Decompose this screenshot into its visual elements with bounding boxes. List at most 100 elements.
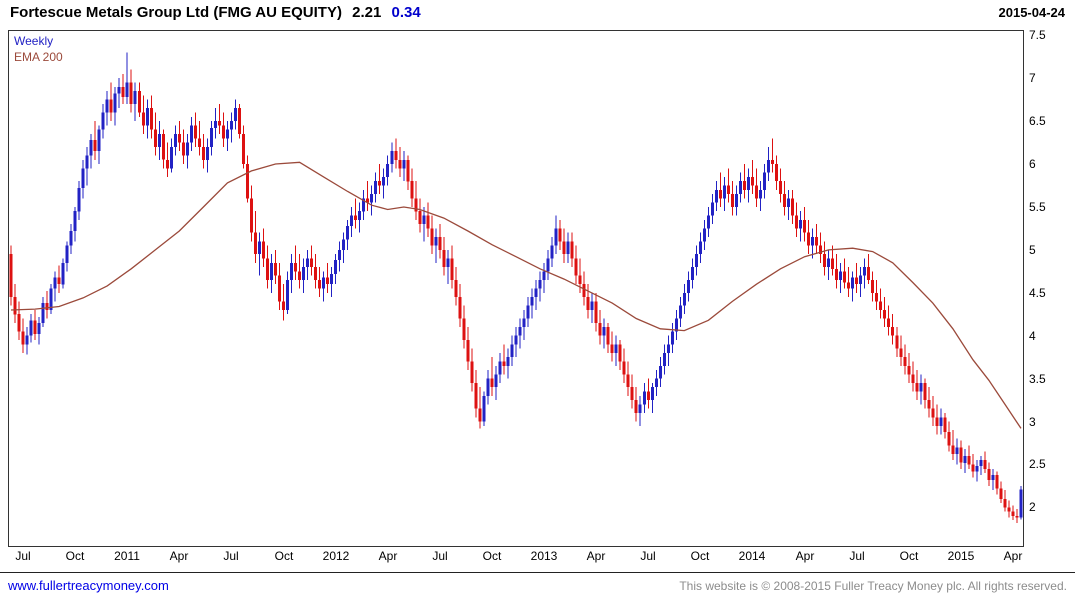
candle (879, 288, 883, 319)
candle (113, 86, 117, 126)
candle (466, 327, 470, 370)
candle (899, 335, 903, 366)
candle (442, 237, 446, 276)
candle (141, 95, 145, 134)
candle-body (590, 301, 594, 310)
candle-body (354, 215, 358, 220)
candle (550, 237, 554, 267)
candle (811, 228, 815, 259)
candle-body (895, 335, 899, 349)
candle-body (610, 344, 614, 353)
candle-body (486, 378, 490, 396)
candle (370, 185, 374, 216)
candle (246, 155, 249, 203)
candle-body (975, 466, 979, 472)
candle-body (270, 262, 273, 280)
candle-body (390, 151, 394, 165)
candle-body (751, 176, 754, 186)
candle-body (634, 400, 638, 413)
candle (867, 254, 871, 285)
candle (149, 95, 153, 139)
candle-body (686, 279, 690, 293)
candle (554, 215, 558, 255)
y-axis-label: 6 (1029, 157, 1036, 171)
candle-body (25, 335, 29, 345)
candle (622, 348, 626, 383)
candle-body (526, 305, 530, 319)
candle (875, 279, 879, 310)
chart-header: Fortescue Metals Group Ltd (FMG AU EQUIT… (10, 4, 1065, 21)
candle (943, 413, 947, 439)
candle (294, 245, 298, 280)
candle-body (209, 128, 213, 147)
candle (698, 232, 702, 263)
candle (109, 82, 113, 122)
candle-body (109, 99, 113, 113)
candle (161, 129, 165, 169)
candle-body (795, 215, 799, 229)
candle (157, 121, 161, 160)
candle-body (478, 408, 482, 422)
candle-body (181, 142, 185, 156)
ema-200-line (10, 161, 1022, 429)
candle-body (310, 258, 314, 268)
candle (530, 288, 534, 319)
candle-body (855, 277, 859, 285)
candle (650, 382, 654, 413)
candle (57, 265, 61, 293)
candle-body (755, 185, 758, 199)
candle (338, 241, 342, 272)
candle (939, 408, 943, 435)
candle (743, 164, 746, 199)
candle-body (694, 254, 698, 268)
candle-body (538, 279, 542, 289)
candle (510, 335, 514, 366)
candle-body (13, 297, 17, 315)
candle-body (434, 237, 438, 246)
candle (767, 146, 770, 182)
candle (959, 440, 963, 469)
candle-body (290, 262, 294, 280)
x-axis-label: Oct (899, 549, 919, 563)
candle (73, 207, 77, 242)
candle-body (274, 262, 277, 276)
candle-body (217, 121, 221, 126)
candle-body (594, 301, 598, 323)
candle (674, 310, 678, 340)
candle (181, 129, 185, 164)
candle-body (582, 284, 586, 298)
candle (121, 73, 125, 104)
candle-body (470, 361, 474, 383)
candle-body (189, 125, 193, 143)
candle-body (775, 164, 778, 182)
candle (662, 344, 666, 375)
x-axis-label: Jul (15, 549, 31, 563)
candle (494, 365, 498, 401)
candle-body (943, 417, 947, 432)
candle (310, 245, 314, 276)
candle-body (358, 211, 362, 220)
candle-body (803, 219, 807, 233)
candle-body (642, 391, 646, 405)
x-axis-label: Jul (432, 549, 448, 563)
candle (963, 449, 967, 473)
candle (85, 146, 89, 186)
candle-body (554, 228, 558, 246)
x-axis-label: Apr (378, 549, 398, 563)
candle (173, 125, 177, 156)
candle-body (121, 86, 125, 98)
candle-body (967, 455, 971, 465)
candle-body (246, 164, 249, 199)
candle-body (157, 134, 161, 147)
page-footer: www.fullertreacymoney.com This website i… (8, 578, 1067, 593)
chart-date: 2015-04-24 (998, 5, 1066, 20)
website-link[interactable]: www.fullertreacymoney.com (8, 578, 169, 593)
candle (414, 181, 418, 220)
candle-body (1003, 498, 1007, 508)
candle (322, 271, 326, 302)
candle (522, 310, 526, 340)
candle (266, 245, 269, 289)
candle (189, 116, 193, 152)
candle-body (342, 239, 346, 250)
candle-body (474, 382, 478, 409)
